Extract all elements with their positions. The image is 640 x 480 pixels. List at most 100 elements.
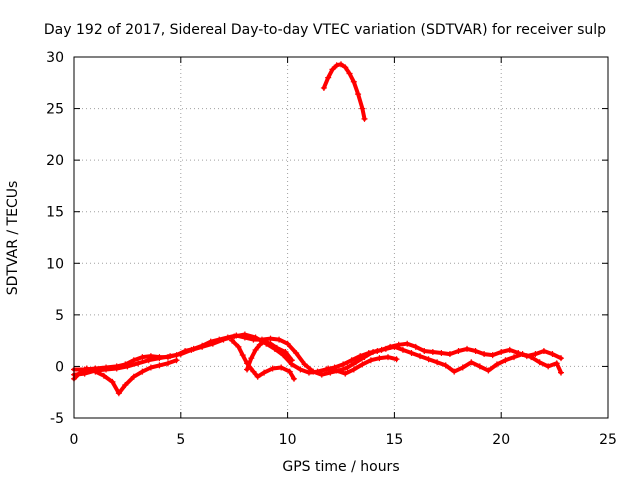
data-point bbox=[489, 352, 496, 359]
data-point bbox=[291, 375, 298, 382]
data-point bbox=[333, 62, 340, 69]
y-tick-label: 0 bbox=[55, 359, 64, 375]
x-tick-label: 5 bbox=[176, 432, 185, 448]
data-point bbox=[139, 354, 146, 361]
data-point bbox=[318, 371, 325, 378]
data-point bbox=[506, 346, 513, 353]
data-point bbox=[417, 353, 424, 360]
data-point bbox=[340, 361, 347, 368]
data-point bbox=[464, 345, 471, 352]
data-point bbox=[124, 363, 131, 370]
data-point bbox=[135, 360, 142, 367]
data-point bbox=[286, 368, 293, 375]
x-tick-label: 15 bbox=[385, 432, 403, 448]
series-track-g bbox=[320, 61, 368, 122]
data-point bbox=[553, 360, 560, 367]
data-point bbox=[367, 357, 374, 364]
data-point bbox=[408, 350, 415, 357]
data-point bbox=[250, 368, 257, 375]
data-point bbox=[476, 363, 483, 370]
data-point bbox=[297, 366, 304, 373]
data-point bbox=[325, 74, 332, 81]
series-track-f bbox=[325, 354, 400, 377]
x-tick-label: 20 bbox=[492, 432, 510, 448]
x-tick-labels: 0 5 10 15 20 25 bbox=[70, 432, 617, 448]
data-point bbox=[348, 357, 355, 364]
data-point bbox=[425, 356, 432, 363]
data-point bbox=[498, 348, 505, 355]
data-point bbox=[156, 362, 163, 369]
y-tick-label: 30 bbox=[46, 50, 64, 66]
data-point bbox=[100, 372, 107, 379]
data-point bbox=[261, 369, 268, 376]
data-point bbox=[359, 361, 366, 368]
data-point bbox=[248, 355, 255, 362]
data-point bbox=[254, 373, 261, 380]
data-point bbox=[545, 363, 552, 370]
data-point bbox=[342, 64, 349, 71]
y-tick-label: 20 bbox=[46, 153, 64, 169]
data-point bbox=[256, 341, 263, 348]
data-point bbox=[528, 354, 535, 361]
data-point bbox=[399, 346, 406, 353]
data-point bbox=[173, 357, 180, 364]
data-point bbox=[284, 340, 291, 347]
data-point bbox=[438, 350, 445, 357]
data-point bbox=[558, 369, 565, 376]
data-point bbox=[147, 364, 154, 371]
data-point bbox=[305, 369, 312, 376]
data-point bbox=[113, 365, 120, 372]
data-point bbox=[320, 84, 327, 91]
data-point bbox=[549, 351, 556, 358]
data-point bbox=[434, 359, 441, 366]
y-tick-label: 25 bbox=[46, 102, 64, 118]
y-tick-label: 10 bbox=[46, 256, 64, 272]
data-point bbox=[421, 347, 428, 354]
x-tick-label: 25 bbox=[599, 432, 617, 448]
data-point bbox=[359, 105, 366, 112]
data-point bbox=[412, 343, 419, 350]
data-point bbox=[282, 348, 289, 355]
data-point bbox=[485, 367, 492, 374]
data-point bbox=[244, 366, 251, 373]
data-point bbox=[164, 360, 171, 367]
y-tick-labels: -5 0 5 10 15 20 25 30 bbox=[46, 50, 64, 427]
series-track-d bbox=[244, 338, 295, 373]
data-point bbox=[333, 367, 340, 374]
data-point bbox=[239, 352, 246, 359]
data-point bbox=[276, 336, 283, 343]
data-point bbox=[139, 368, 146, 375]
data-point bbox=[188, 346, 195, 353]
series-track-e bbox=[229, 337, 298, 382]
x-axis-title: GPS time / hours bbox=[282, 459, 399, 475]
data-point bbox=[374, 347, 381, 354]
data-point bbox=[429, 348, 436, 355]
data-point bbox=[167, 353, 174, 360]
y-tick-label: 15 bbox=[46, 205, 64, 221]
data-point bbox=[130, 357, 137, 364]
data-point bbox=[252, 334, 259, 341]
data-point bbox=[115, 390, 122, 397]
axis-ticks bbox=[73, 56, 609, 419]
data-points bbox=[71, 61, 565, 397]
data-point bbox=[122, 381, 129, 388]
data-point bbox=[519, 351, 526, 358]
series-track-c bbox=[71, 331, 565, 378]
data-point bbox=[393, 356, 400, 363]
data-point bbox=[355, 91, 362, 98]
data-point bbox=[558, 355, 565, 362]
data-point bbox=[241, 331, 248, 338]
data-point bbox=[314, 368, 321, 375]
data-point bbox=[350, 366, 357, 373]
data-point bbox=[329, 66, 336, 73]
data-point bbox=[346, 70, 353, 77]
data-point bbox=[404, 340, 411, 347]
data-point bbox=[293, 350, 300, 357]
data-point bbox=[342, 370, 349, 377]
plot-frame bbox=[73, 56, 609, 419]
data-point bbox=[103, 366, 110, 373]
data-point bbox=[209, 340, 216, 347]
data-point bbox=[344, 364, 351, 371]
data-point bbox=[459, 364, 466, 371]
data-point bbox=[446, 351, 453, 358]
